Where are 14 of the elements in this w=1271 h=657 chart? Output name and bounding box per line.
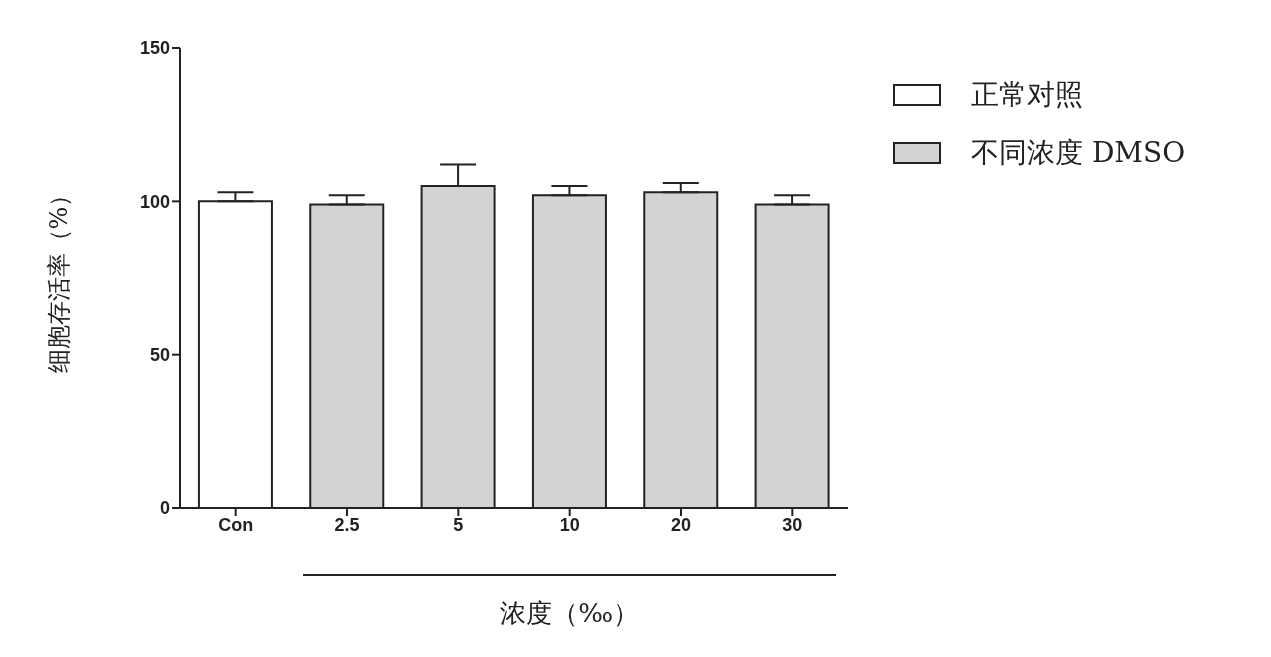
y-tick-label: 0 bbox=[159, 498, 170, 519]
legend-label: 正常对照 bbox=[971, 77, 1083, 113]
legend-label: 不同浓度 DMSO bbox=[971, 135, 1186, 171]
x-tick-label: 30 bbox=[782, 514, 803, 535]
y-tick-label: 150 bbox=[139, 38, 170, 59]
y-tick-label: 100 bbox=[139, 191, 170, 212]
x-tick-label: 10 bbox=[559, 514, 580, 535]
x-tick-label: 2.5 bbox=[334, 514, 360, 535]
y-axis-title: 细胞存活率（%） bbox=[44, 182, 73, 374]
y-tick-label: 50 bbox=[149, 345, 170, 366]
x-axis-title: 浓度（‰） bbox=[499, 597, 641, 630]
x-tick-label: 5 bbox=[453, 514, 464, 535]
x-tick-label: 20 bbox=[670, 514, 692, 535]
x-tick-label: Con bbox=[218, 514, 254, 535]
